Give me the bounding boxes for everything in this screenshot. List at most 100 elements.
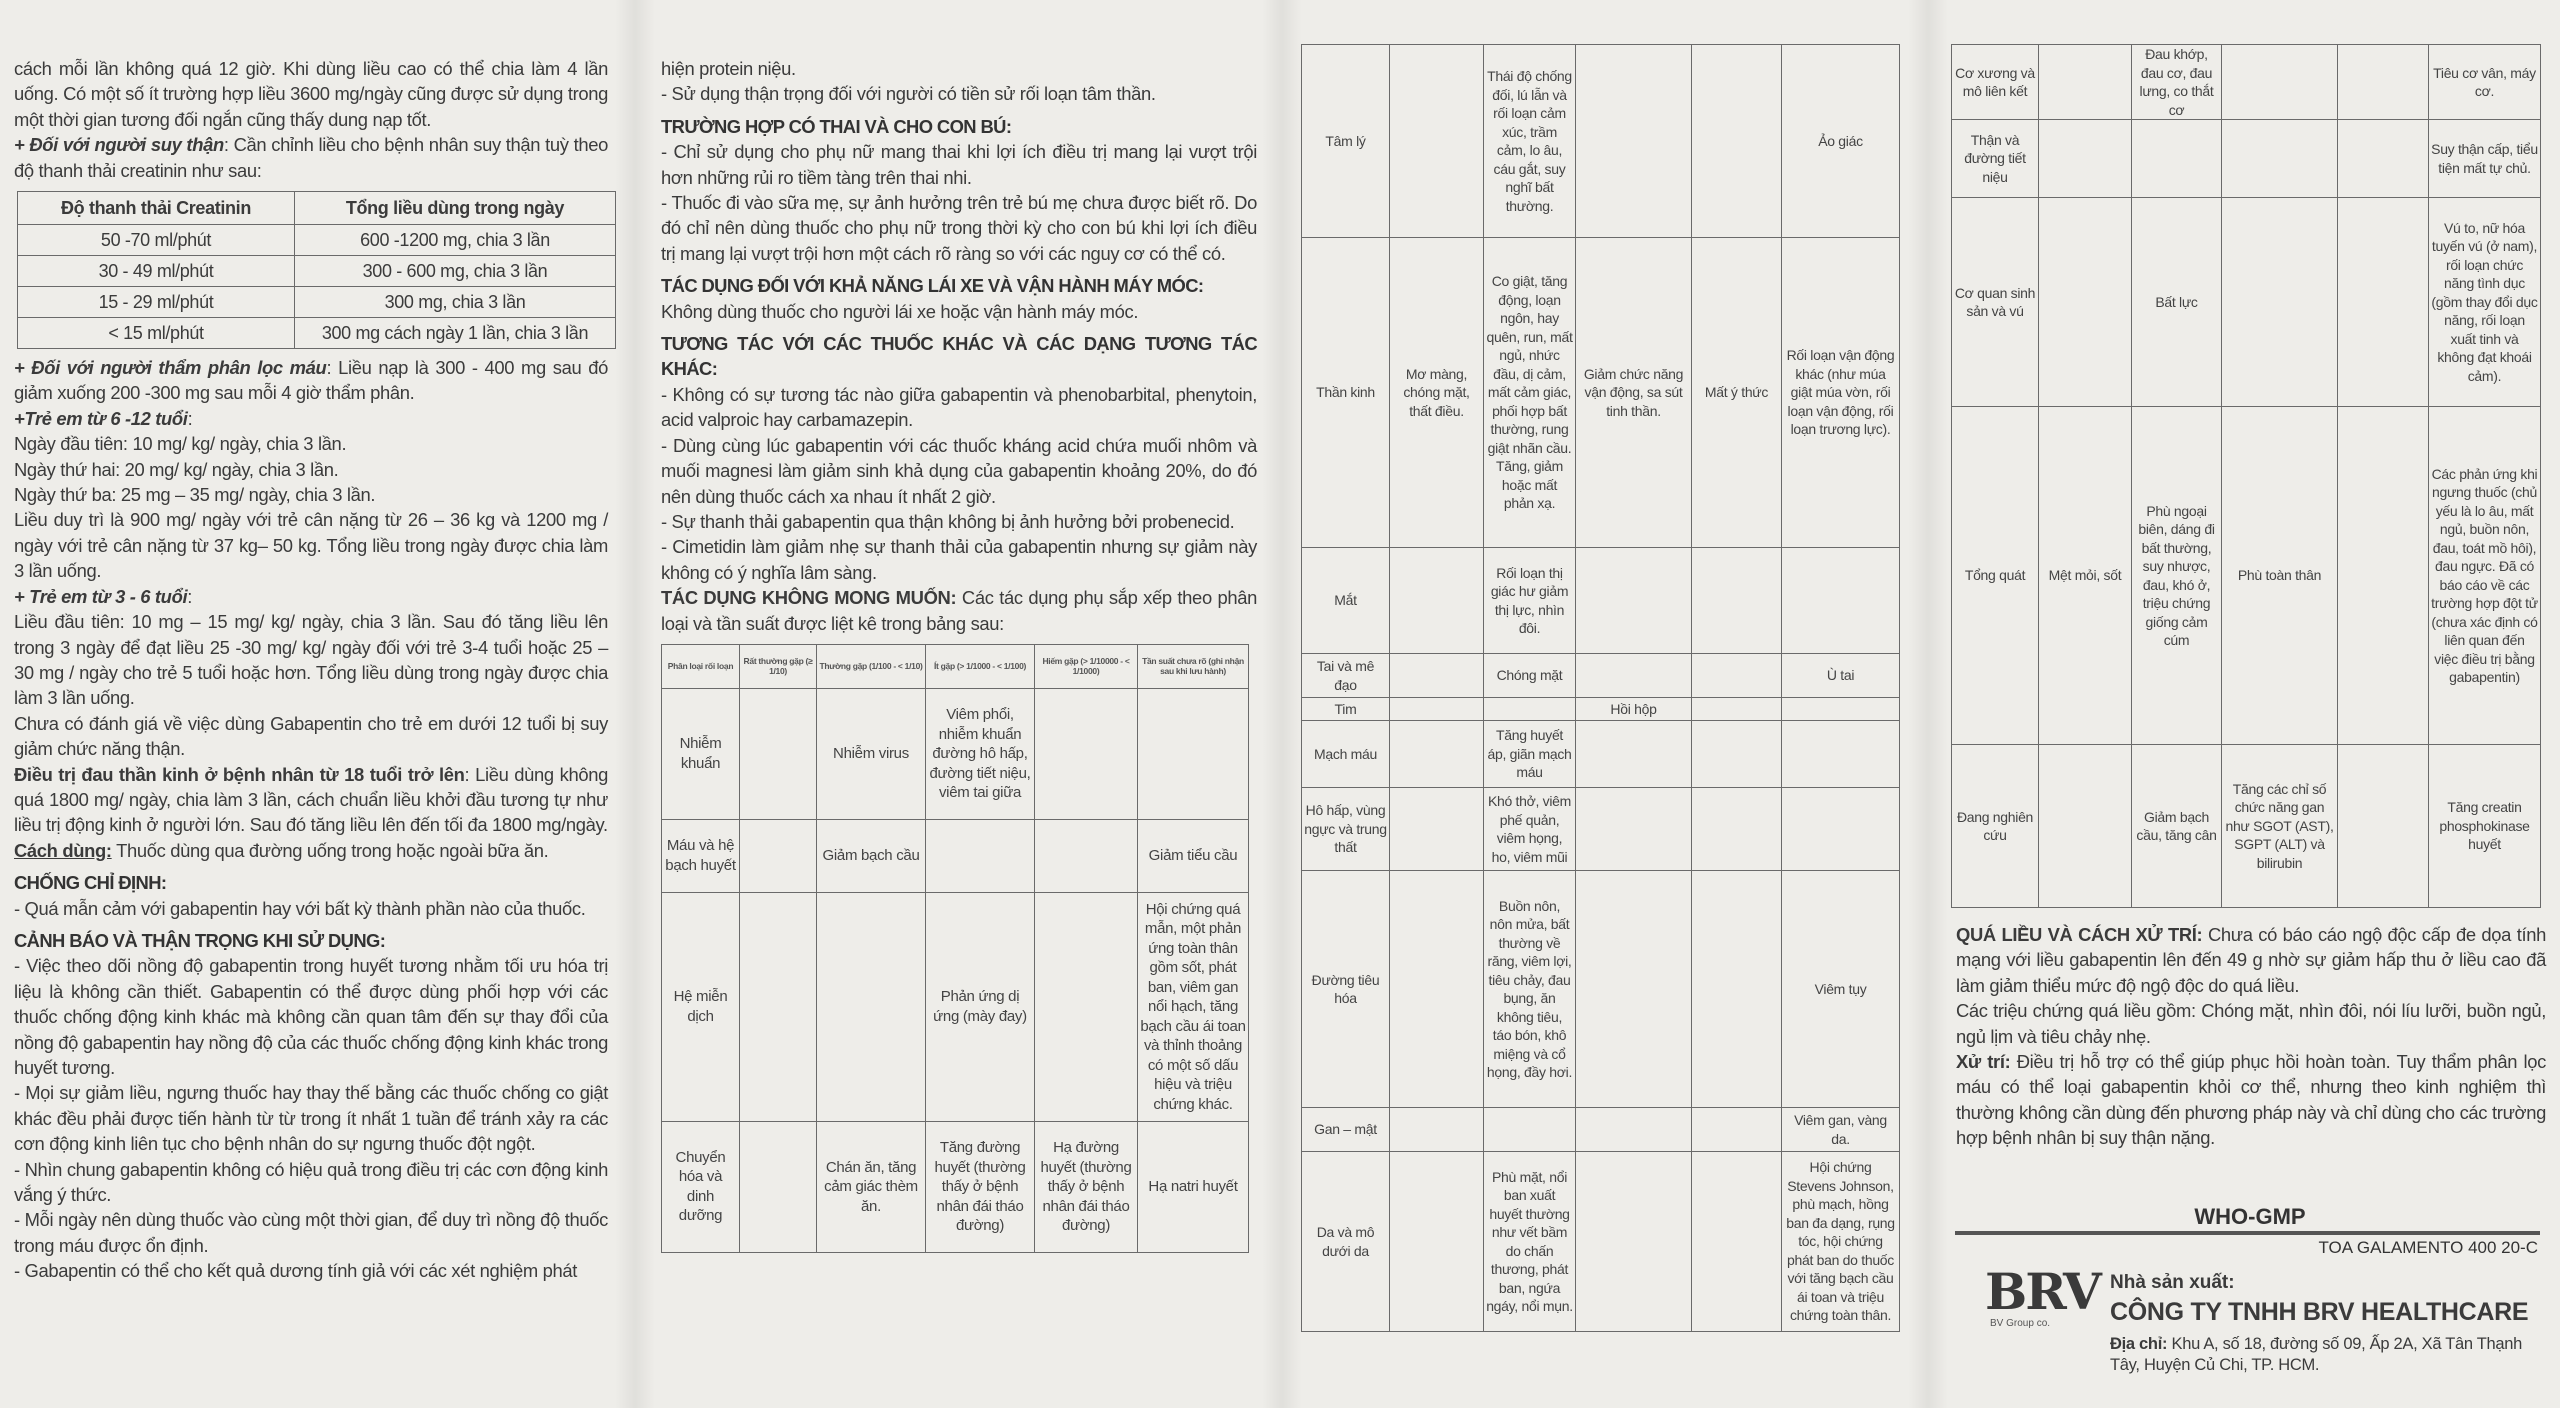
frequency-cell	[739, 687, 817, 820]
category-cell: Thần kinh	[1301, 237, 1390, 548]
table-row: Nhiễm khuẩn Nhiễm virus Viêm phổi, nhiễm k…	[661, 687, 1249, 820]
page-fold	[1908, 0, 1948, 1408]
frequency-cell: Mệt mỏi, sốt	[2038, 406, 2132, 745]
frequency-cell: Hội chứng quá mẫn, một phản ứng toàn thâ…	[1137, 891, 1249, 1122]
paragraph-text: - Không có sự tương tác nào giữa gabapen…	[661, 383, 1257, 431]
table-row: Hô hấp, vùng ngực và trung thất Khó thở, …	[1301, 787, 1900, 871]
category-cell: Tổng quát	[1951, 406, 2039, 745]
paragraph: - Chỉ sử dụng cho phụ nữ mang thai khi l…	[661, 139, 1257, 190]
paragraph: Liều duy trì là 900 mg/ ngày với trẻ cân…	[14, 507, 608, 583]
frequency-cell	[2131, 119, 2222, 198]
frequency-cell: Giảm bạch cầu, tăng cân	[2131, 744, 2222, 908]
paragraph: TÁC DỤNG KHÔNG MONG MUỐN: Các tác dụng p…	[661, 585, 1257, 636]
category-cell: Mắt	[1301, 547, 1390, 654]
paragraph: Ngày đầu tiên: 10 mg/ kg/ ngày, chia 3 l…	[14, 431, 608, 456]
frequency-cell: Hạ natri huyết	[1137, 1120, 1249, 1253]
frequency-cell	[1691, 1107, 1782, 1152]
table-row: 15 - 29 ml/phút 300 mg, chia 3 lần	[17, 286, 616, 319]
column-header: Ít gặp (> 1/1000 - < 1/100)	[925, 643, 1035, 689]
paragraph: Chưa có đánh giá về việc dùng Gabapentin…	[14, 711, 608, 762]
leaflet-column-warnings: hiện protein niệu. - Sử dụng thận trọng đ…	[661, 56, 1258, 1253]
frequency-cell	[1575, 787, 1692, 871]
manufacturer-label: Nhà sản xuất:	[2110, 1272, 2235, 1293]
frequency-cell	[1575, 1151, 1692, 1332]
paragraph: - Sự thanh thải gabapentin qua thận khôn…	[661, 509, 1257, 534]
table-cell: 300 mg cách ngày 1 lần, chia 3 lần	[294, 317, 616, 350]
frequency-cell: Buồn nôn, nôn mửa, bất thường về răng, v…	[1483, 870, 1576, 1108]
table-row: Đang nghiên cứu Giảm bạch cầu, tăng cân Tă…	[1951, 744, 2541, 908]
paragraph-lead: + Đối với người thẩm phân lọc máu	[14, 357, 327, 379]
brv-logo: BRV	[1985, 1262, 2102, 1321]
frequency-cell	[1389, 653, 1484, 698]
paragraph-text: - Thuốc đi vào sữa mẹ, sự ảnh hưởng trên…	[661, 192, 1257, 264]
frequency-cell	[1389, 547, 1484, 654]
paragraph-text: - Sử dụng thận trọng đối với người có ti…	[661, 83, 1156, 105]
table-row: Da và mô dưới da Phù mặt, nổi ban xuất hu…	[1301, 1151, 1900, 1332]
category-cell: Đường tiêu hóa	[1301, 870, 1390, 1108]
frequency-cell: Phù toàn thân	[2221, 406, 2338, 745]
paragraph: - Sử dụng thận trọng đối với người có ti…	[661, 81, 1257, 106]
section-heading: CHỐNG CHỈ ĐỊNH:	[14, 872, 167, 894]
category-cell: Thận và đường tiết niệu	[1951, 119, 2039, 198]
paragraph-text: : Liều dùng không quá 1800 mg/ ngày, chi…	[14, 763, 608, 836]
category-cell: Gan – mật	[1301, 1107, 1390, 1152]
frequency-cell	[1691, 547, 1782, 654]
paragraph-lead: Cách dùng:	[14, 839, 112, 861]
table-row: Gan – mật Viêm gan, vàng da.	[1301, 1107, 1900, 1152]
frequency-cell	[2038, 44, 2132, 120]
frequency-cell	[1781, 697, 1900, 721]
table-row: Đường tiêu hóa Buồn nôn, nôn mửa, bất thư…	[1301, 870, 1900, 1108]
paragraph-text: - Dùng cùng lúc gabapentin với các thuốc…	[661, 434, 1257, 507]
manufacturer-name: CÔNG TY TNHH BRV HEALTHCARE	[2110, 1298, 2529, 1326]
column-header: Hiếm gặp (> 1/10000 - < 1/1000)	[1034, 643, 1138, 689]
paragraph-text: :	[187, 407, 193, 429]
frequency-cell	[1575, 720, 1692, 788]
category-cell: Cơ quan sinh sản và vú	[1951, 197, 2039, 407]
paragraph-lead: TÁC DỤNG KHÔNG MONG MUỐN:	[661, 587, 957, 609]
frequency-cell: Khó thở, viêm phế quản, viêm họng, ho, v…	[1483, 787, 1576, 871]
paragraph-lead: + Trẻ em từ 3 - 6 tuổi	[14, 585, 188, 607]
frequency-cell	[1389, 697, 1484, 721]
paragraph: - Gabapentin có thể cho kết quả dương tí…	[14, 1258, 608, 1283]
frequency-cell	[2337, 197, 2429, 407]
paragraph-text: :	[187, 585, 192, 607]
paragraph-text: - Việc theo dõi nồng độ gabapentin trong…	[14, 955, 608, 1078]
frequency-cell	[2221, 44, 2338, 120]
document-code: TOA GALAMENTO 400 20-C	[2318, 1238, 2538, 1257]
paragraph: + Đối với người thẩm phân lọc máu: Liều …	[14, 355, 608, 406]
paragraph-text: Liều đầu tiên: 10 mg – 15 mg/ kg/ ngày, …	[14, 611, 608, 709]
paragraph: - Quá mẫn cảm với gabapentin hay với bất…	[14, 896, 608, 921]
frequency-cell	[1034, 687, 1138, 820]
frequency-cell	[1389, 1107, 1484, 1152]
frequency-cell	[1691, 870, 1782, 1108]
paragraph-text: Các triệu chứng quá liều gồm: Chóng mặt,…	[1956, 1000, 2546, 1047]
who-gmp-label: WHO-GMP	[2194, 1204, 2306, 1229]
frequency-cell: Mơ màng, chóng mặt, thất điều.	[1389, 237, 1484, 548]
paragraph-text: - Mọi sự giảm liều, ngưng thuốc hay thay…	[14, 1082, 608, 1155]
paragraph-text: - Mỗi ngày nên dùng thuốc vào cùng một t…	[14, 1209, 608, 1256]
table-row: Cơ quan sinh sản và vú Bất lực Vú to, nữ h…	[1951, 197, 2541, 407]
frequency-cell	[1691, 720, 1782, 788]
table-cell: 30 - 49 ml/phút	[17, 255, 295, 288]
category-cell: Nhiễm khuẩn	[661, 687, 740, 820]
frequency-cell	[1691, 787, 1782, 871]
paragraph-text: - Quá mẫn cảm với gabapentin hay với bất…	[14, 897, 586, 919]
frequency-cell: Hội chứng Stevens Johnson, phù mạch, hồn…	[1781, 1151, 1900, 1332]
paragraph-text: - Gabapentin có thể cho kết quả dương tí…	[14, 1260, 577, 1282]
frequency-cell: Giảm tiểu cầu	[1137, 818, 1249, 893]
category-cell: Chuyển hóa và dinh dưỡng	[661, 1120, 740, 1253]
address-label: Địa chỉ:	[2110, 1335, 2168, 1353]
table-cell: < 15 ml/phút	[17, 317, 295, 350]
adverse-effects-table: Cơ xương và mô liên kết Đau khớp, đau cơ,…	[1951, 44, 2541, 908]
page-fold	[1262, 0, 1302, 1408]
paragraph-text: Ngày đầu tiên: 10 mg/ kg/ ngày, chia 3 l…	[14, 433, 347, 455]
table-row: Chuyển hóa và dinh dưỡng Chán ăn, tăng cả…	[661, 1120, 1249, 1253]
frequency-cell	[1389, 44, 1484, 238]
column-header: Thường gặp (1/100 - < 1/10)	[816, 643, 926, 689]
frequency-cell	[1691, 44, 1782, 238]
frequency-cell: Tăng huyết áp, giãn mạch máu	[1483, 720, 1576, 788]
paragraph: Liều đầu tiên: 10 mg – 15 mg/ kg/ ngày, …	[14, 609, 608, 711]
table-row: Tâm lý Thái độ chống đối, lú lẫn và rối l…	[1301, 44, 1900, 238]
frequency-cell: Phản ứng dị ứng (mày đay)	[925, 891, 1035, 1122]
table-cell: 15 - 29 ml/phút	[17, 286, 295, 319]
